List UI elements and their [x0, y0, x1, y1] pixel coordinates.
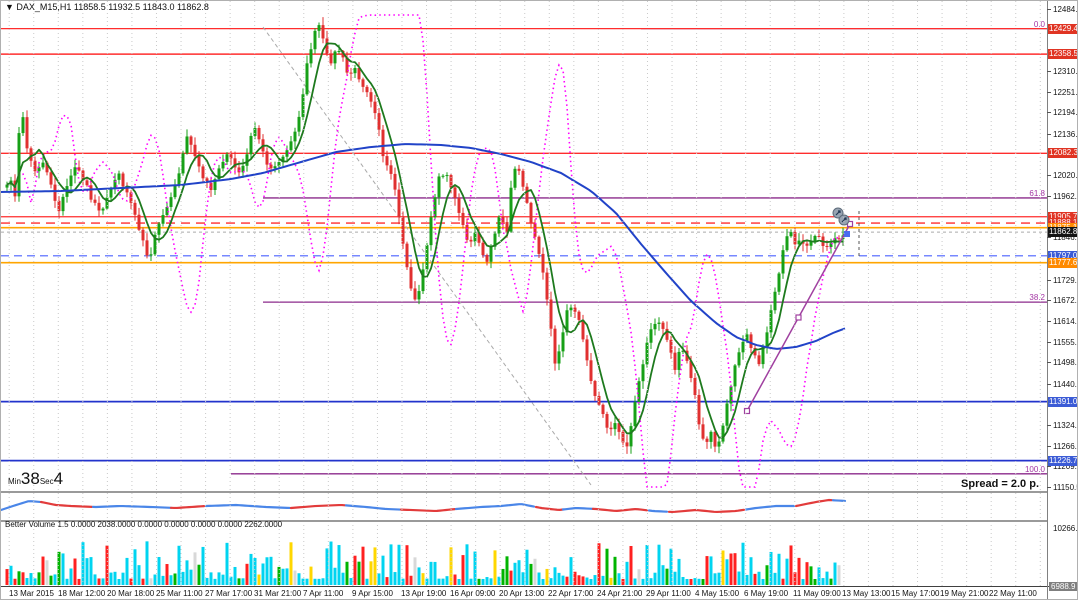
price-tick-mark [1047, 362, 1051, 364]
timer-min-value: 38 [20, 469, 40, 488]
time-axis-label: 27 Mar 17:00 [205, 589, 253, 598]
volume-tick-label: 6988.9 [1049, 581, 1077, 591]
time-axis-label: 11 May 09:00 [793, 589, 841, 598]
price-tick-label: 11555.5 [1053, 338, 1077, 347]
time-axis-label: 15 May 17:00 [891, 589, 940, 598]
price-tick-label: 11672.5 [1053, 295, 1077, 305]
price-tick-label: 12020.5 [1053, 170, 1078, 180]
time-axis-label: 4 May 15:00 [695, 589, 740, 598]
time-axis-label: 7 Apr 11:00 [303, 589, 344, 598]
time-axis-label: 22 Apr 17:00 [548, 589, 594, 598]
price-badge: 11905.7 [1048, 211, 1077, 222]
price-tick-label: 11498.5 [1053, 358, 1077, 368]
price-tick-mark [1047, 424, 1051, 426]
price-tick-mark [1047, 133, 1051, 135]
time-axis-label: 13 Mar 2015 [9, 589, 54, 598]
fib-level-label: 61.8 [1029, 188, 1045, 198]
time-axis-label: 31 Mar 21:00 [254, 589, 302, 598]
fib-level-label: 38.2 [1029, 293, 1045, 303]
price-tick-label: 12251.5 [1053, 88, 1078, 97]
price-tick-mark [1047, 279, 1051, 281]
timer-sec-label: Sec [39, 477, 54, 486]
timer-min-label: Min [8, 477, 21, 486]
time-axis-label: 6 May 19:00 [744, 589, 789, 598]
better-volume-indicator-label: Better Volume 1.5 0.0000 2038.0000 0.000… [5, 520, 283, 529]
price-tick-label: 11846.5 [1053, 233, 1077, 243]
time-axis-label: 13 May 13:00 [842, 589, 891, 598]
price-badge: 11777.6 [1048, 257, 1077, 268]
price-tick-label: 12484.0 [1053, 4, 1078, 14]
price-tick-label: 11209.0 [1053, 462, 1077, 472]
time-axis-label: 16 Apr 09:00 [450, 589, 496, 598]
price-tick-mark [1047, 466, 1051, 468]
candle-timer: Min38Sec4 [8, 469, 63, 489]
price-tick-label: 11614.0 [1053, 317, 1077, 326]
price-tick-label: 11962.0 [1053, 192, 1077, 201]
price-badge: 12429.4 [1048, 23, 1077, 34]
price-badge: 12082.3 [1048, 148, 1077, 159]
time-axis-label: 9 Apr 15:00 [352, 589, 393, 598]
fib-level-label: 0.0 [1033, 19, 1045, 29]
price-tick-mark [1047, 71, 1051, 72]
price-tick-label: 11266.0 [1053, 442, 1077, 451]
price-tick-label: 12194.5 [1053, 108, 1078, 118]
price-tick-label: 11440.0 [1053, 379, 1077, 389]
price-tick-mark [1047, 112, 1051, 114]
price-tick-label: 12136.0 [1053, 129, 1078, 139]
price-tick-label: 11150.5 [1053, 483, 1078, 493]
price-tick-label: 12310.0 [1053, 67, 1078, 76]
fib-level-label: 100.0 [1024, 464, 1045, 474]
price-badge: 11391.0 [1048, 396, 1077, 407]
time-axis-label: 20 Mar 18:00 [107, 589, 155, 598]
time-axis-label: 29 Apr 11:00 [646, 589, 691, 598]
price-tick-mark [1047, 342, 1051, 343]
price-badge: 11226.7 [1048, 455, 1077, 466]
price-badge: 11862.8 [1048, 227, 1077, 238]
time-axis-label: 22 May 11:00 [989, 589, 1037, 598]
timer-sec-value: 4 [53, 469, 64, 488]
price-tick-mark [1047, 299, 1051, 301]
time-axis-label: 18 Mar 12:00 [58, 589, 106, 598]
price-tick-mark [1047, 383, 1051, 385]
price-badge: 11797.0 [1048, 250, 1077, 261]
time-axis-label: 13 Apr 19:00 [401, 589, 447, 598]
price-tick-mark [1047, 174, 1051, 176]
price-badge: 12358.5 [1048, 49, 1077, 60]
chart-title: ▼ DAX_M15,H1 11858.5 11932.5 11843.0 118… [5, 2, 209, 12]
volume-tick-label: 10266.9 [1053, 523, 1078, 533]
price-tick-label: 11324.5 [1053, 420, 1077, 430]
price-tick-mark [1047, 92, 1051, 93]
price-tick-label: 11729.5 [1053, 275, 1077, 285]
time-axis-label: 25 Mar 11:00 [156, 589, 203, 598]
price-tick-mark [1047, 196, 1051, 197]
spread-label: Spread = 2.0 p. [961, 478, 1039, 490]
price-tick-mark [1047, 446, 1051, 447]
time-axis-label: 20 Apr 13:00 [499, 589, 545, 598]
time-axis-label: 19 May 21:00 [940, 589, 989, 598]
time-axis-label: 24 Apr 21:00 [597, 589, 643, 598]
price-tick-mark [1047, 237, 1051, 239]
price-tick-mark [1047, 487, 1051, 489]
price-tick-mark [1047, 8, 1051, 10]
price-tick-mark [1047, 321, 1051, 322]
